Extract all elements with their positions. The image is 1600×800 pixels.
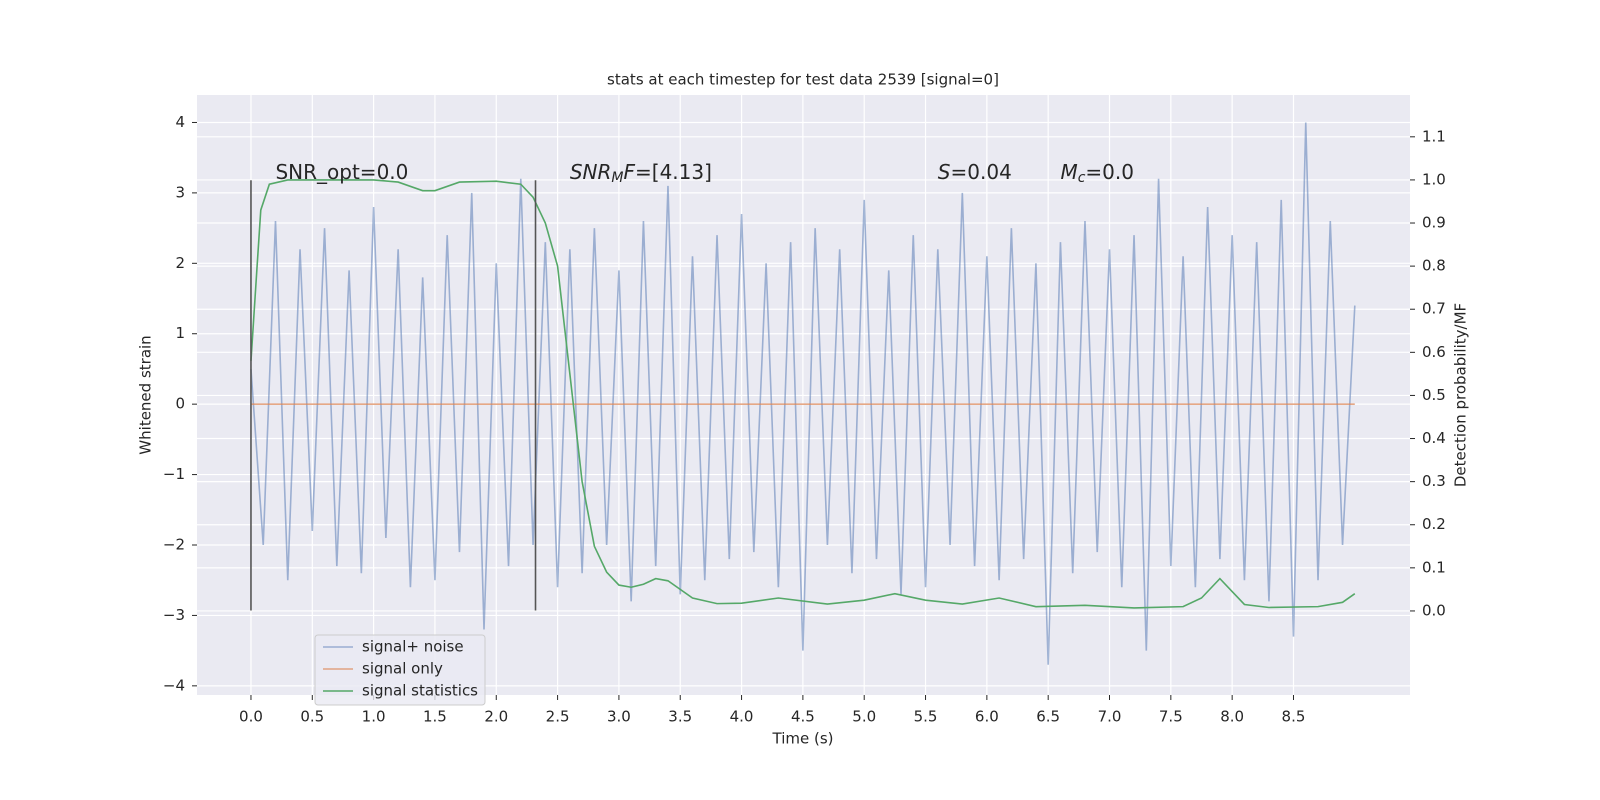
x-tick-label: 2.0 <box>484 708 508 726</box>
x-tick-label: 4.5 <box>791 708 815 726</box>
y-tick-label: −2 <box>163 536 185 554</box>
y-axis-label: Whitened strain <box>137 335 155 454</box>
y-tick-label: −4 <box>163 676 185 694</box>
y2-axis-label: Detection probability/MF <box>1452 303 1470 487</box>
y2-tick-label: 0.0 <box>1422 601 1446 619</box>
annotation-part: c <box>1078 170 1086 186</box>
y-tick-label: 3 <box>175 183 185 201</box>
x-tick-label: 1.5 <box>423 708 447 726</box>
legend: signal+ noise signal only signal statistic… <box>314 634 486 706</box>
annotation-part: =0.04 <box>951 160 1012 184</box>
series-line <box>250 122 1356 665</box>
annotation-part: F <box>624 160 636 184</box>
y2-tick-label: 0.2 <box>1422 515 1446 533</box>
chart-title: stats at each timestep for test data 253… <box>607 71 999 89</box>
annotation-part: M <box>1060 160 1077 184</box>
y-tick-label: 4 <box>175 113 185 131</box>
x-tick-label: 3.0 <box>607 708 631 726</box>
x-tick-label: 0.5 <box>300 708 324 726</box>
x-tick-label: 8.0 <box>1220 708 1244 726</box>
legend-label: signal+ noise <box>362 638 464 656</box>
x-tick-label: 4.0 <box>730 708 754 726</box>
y2-tick-label: 0.4 <box>1422 429 1446 447</box>
y2-tick-label: 0.8 <box>1422 257 1446 275</box>
x-axis-label: Time (s) <box>772 730 834 748</box>
y-tick-label: 1 <box>175 324 185 342</box>
x-tick-label: 6.0 <box>975 708 999 726</box>
series-line <box>250 179 1356 609</box>
y-tick-label: −3 <box>163 606 185 624</box>
x-tick-label: 0.0 <box>239 708 263 726</box>
y-tick-label: 2 <box>175 254 185 272</box>
y-tick-label: 0 <box>175 395 185 413</box>
annotation-part: S <box>938 160 951 184</box>
annotation-part: =0.0 <box>1085 160 1134 184</box>
y2-tick-label: 1.1 <box>1422 127 1446 145</box>
x-tick-label: 5.5 <box>914 708 938 726</box>
x-tick-label: 5.0 <box>852 708 876 726</box>
x-tick-label: 8.5 <box>1282 708 1306 726</box>
legend-label: signal only <box>362 660 443 678</box>
y-tick-label: −1 <box>163 465 185 483</box>
x-tick-label: 1.0 <box>362 708 386 726</box>
y2-tick-label: 0.6 <box>1422 343 1446 361</box>
y2-tick-label: 0.9 <box>1422 214 1446 232</box>
annotation-part: SNR <box>570 160 612 184</box>
annotation: Mc=0.0 <box>1060 160 1134 187</box>
legend-label: signal statistics <box>362 682 478 700</box>
x-tick-label: 7.5 <box>1159 708 1183 726</box>
y2-tick-label: 0.3 <box>1422 472 1446 490</box>
x-tick-label: 6.5 <box>1036 708 1060 726</box>
y2-tick-label: 0.1 <box>1422 558 1446 576</box>
annotation: S=0.04 <box>938 160 1012 184</box>
x-tick-label: 3.5 <box>668 708 692 726</box>
x-tick-label: 2.5 <box>546 708 570 726</box>
y2-tick-label: 0.5 <box>1422 386 1446 404</box>
annotation: SNRMF=[4.13] <box>570 160 712 187</box>
x-tick-label: 7.0 <box>1098 708 1122 726</box>
legend-box <box>314 634 486 706</box>
annotation-part: M <box>611 170 623 186</box>
y2-tick-label: 0.7 <box>1422 300 1446 318</box>
annotation-part: SNR_opt=0.0 <box>275 160 408 184</box>
annotation: SNR_opt=0.0 <box>275 160 408 184</box>
y2-tick-label: 1.0 <box>1422 170 1446 188</box>
annotation-part: =[4.13] <box>635 160 712 184</box>
